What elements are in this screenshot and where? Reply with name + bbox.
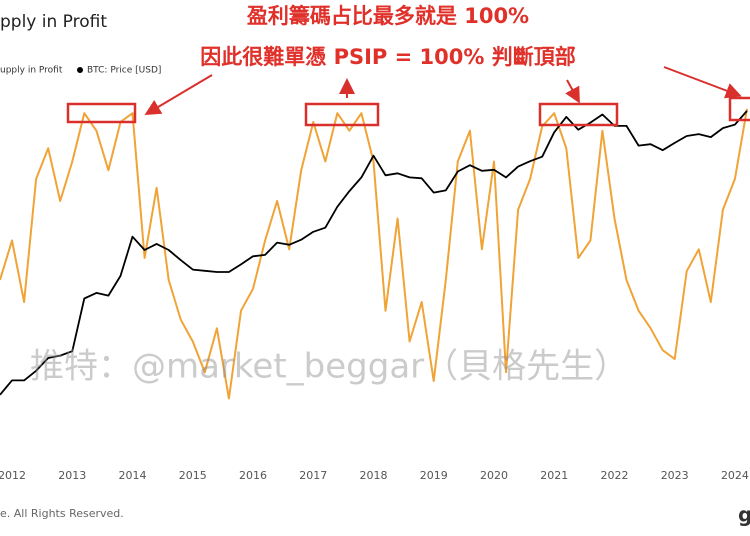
annotation-arrows: [144, 66, 742, 116]
annotation: 盈利籌碼占比最多就是 100%: [246, 4, 529, 28]
plot-area: [0, 108, 748, 400]
highlight-box: [304, 102, 380, 127]
x-tick-label: 2018: [359, 469, 387, 482]
arrow: [144, 74, 213, 116]
watermark: 推特：@market_beggar（貝格先生）: [30, 347, 628, 387]
logo: g: [738, 503, 750, 527]
footer: e. All Rights Reserved.: [0, 507, 124, 520]
x-tick-label: 2023: [661, 469, 689, 482]
x-tick-label: 2015: [179, 469, 207, 482]
highlight-box: [66, 102, 137, 124]
x-tick-label: 2020: [480, 469, 508, 482]
chart-title: pply in Profit: [0, 12, 107, 32]
annotation: 因此很難單憑 PSIP = 100% 判斷頂部: [200, 45, 575, 69]
x-tick-label: 2012: [0, 469, 26, 482]
legend-marker: [77, 67, 83, 73]
arrow: [663, 66, 742, 99]
x-tick-label: 2021: [540, 469, 568, 482]
x-tick-label: 2014: [119, 469, 147, 482]
series-line: [0, 108, 748, 400]
x-tick-label: 2013: [58, 469, 86, 482]
legend: upply in Profit BTC: Price [USD]: [0, 66, 161, 76]
series-line: [0, 110, 748, 396]
x-tick-label: 2024: [721, 469, 749, 482]
highlight-box: [728, 96, 750, 122]
arrow: [565, 79, 580, 104]
legend-label: upply in Profit: [0, 66, 63, 76]
highlight-box: [538, 102, 619, 127]
x-tick-label: 2019: [420, 469, 448, 482]
legend-label: BTC: Price [USD]: [87, 66, 161, 76]
annotation-boxes: [66, 96, 750, 127]
x-tick-label: 2016: [239, 469, 267, 482]
x-tick-label: 2017: [299, 469, 327, 482]
x-tick-label: 2022: [600, 469, 628, 482]
